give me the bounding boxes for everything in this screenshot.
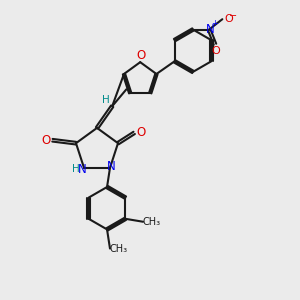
Text: CH₃: CH₃ bbox=[110, 244, 128, 254]
Text: O: O bbox=[211, 46, 220, 56]
Text: O: O bbox=[224, 14, 233, 24]
Text: O: O bbox=[136, 49, 146, 62]
Text: N: N bbox=[206, 23, 214, 36]
Text: H: H bbox=[72, 164, 80, 174]
Text: −: − bbox=[230, 11, 238, 21]
Text: N: N bbox=[107, 160, 116, 173]
Text: N: N bbox=[78, 163, 87, 176]
Text: +: + bbox=[212, 19, 218, 28]
Text: O: O bbox=[136, 126, 145, 140]
Text: O: O bbox=[41, 134, 51, 147]
Text: H: H bbox=[102, 95, 110, 105]
Text: CH₃: CH₃ bbox=[143, 217, 161, 227]
